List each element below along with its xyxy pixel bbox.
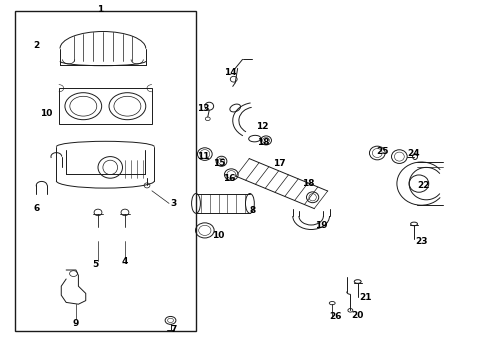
Text: 2: 2 [34,41,40,50]
Text: 9: 9 [73,320,79,328]
Text: 6: 6 [34,204,40,213]
Text: 7: 7 [171,325,177,334]
Text: 8: 8 [249,206,255,215]
Text: 22: 22 [417,181,430,190]
Text: 19: 19 [315,220,327,230]
Text: 12: 12 [256,122,269,131]
Text: 3: 3 [171,199,177,208]
Text: 15: 15 [213,159,226,168]
Text: 18: 18 [257,138,270,147]
Text: 11: 11 [197,152,210,161]
Text: 18: 18 [302,179,315,188]
Text: 5: 5 [93,260,98,269]
Text: 4: 4 [122,256,128,266]
Text: 1: 1 [98,5,103,14]
Text: 13: 13 [197,104,210,113]
Text: 24: 24 [408,149,420,158]
Text: 10: 10 [212,231,224,240]
Text: 20: 20 [351,310,364,320]
Text: 21: 21 [359,292,371,302]
Text: 10: 10 [40,109,53,118]
Text: 25: 25 [376,147,389,156]
Text: 14: 14 [224,68,237,77]
Text: 16: 16 [223,174,236,183]
Bar [59,88,152,124]
Bar [15,11,196,331]
Text: 17: 17 [273,159,286,168]
Text: 23: 23 [415,237,428,246]
Text: 26: 26 [329,312,342,321]
